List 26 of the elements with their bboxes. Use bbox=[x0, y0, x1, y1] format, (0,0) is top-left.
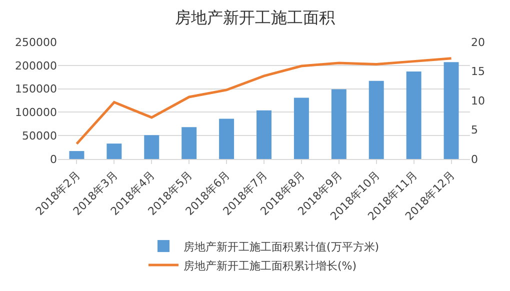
y2-tick-label: 15 bbox=[471, 65, 485, 78]
legend-label: 房地产新开工施工面积累计增长(%) bbox=[184, 259, 357, 272]
bar bbox=[219, 118, 234, 159]
y-tick-label: 200000 bbox=[15, 59, 57, 72]
bar bbox=[368, 80, 384, 159]
line-series bbox=[75, 57, 453, 146]
bar bbox=[256, 110, 272, 159]
bar bbox=[444, 62, 459, 159]
y-tick-label: 150000 bbox=[15, 82, 57, 96]
bar bbox=[144, 135, 160, 159]
chart-title: 房地产新开工施工面积 bbox=[175, 8, 335, 27]
y2-tick-label: 20 bbox=[471, 36, 485, 49]
y2-tick-label: 10 bbox=[471, 94, 485, 108]
y2-tick-label: 0 bbox=[471, 152, 478, 166]
y-tick-label: 100000 bbox=[15, 106, 57, 120]
bar bbox=[406, 71, 422, 159]
bar bbox=[294, 98, 309, 159]
y-tick-label: 0 bbox=[50, 152, 57, 166]
bar bbox=[69, 151, 84, 159]
bar bbox=[106, 144, 122, 159]
y-tick-label: 250000 bbox=[15, 36, 57, 49]
bar bbox=[182, 127, 197, 159]
y2-tick-label: 5 bbox=[471, 124, 478, 137]
y-tick-label: 50000 bbox=[22, 129, 57, 142]
legend-label: 房地产新开工施工面积累计值(万平方米) bbox=[184, 240, 380, 254]
bar bbox=[331, 89, 346, 159]
